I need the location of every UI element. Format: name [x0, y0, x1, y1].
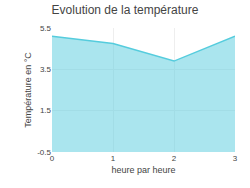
svg-text:3: 3 [233, 154, 238, 163]
svg-text:heure par heure: heure par heure [111, 165, 175, 175]
svg-text:Evolution de la température: Evolution de la température [52, 3, 199, 17]
svg-text:1: 1 [111, 154, 116, 163]
svg-text:Température en °C: Température en °C [23, 52, 33, 128]
svg-text:0: 0 [50, 154, 55, 163]
svg-text:3.5: 3.5 [40, 65, 52, 74]
svg-text:5.5: 5.5 [40, 24, 52, 33]
svg-text:-0.5: -0.5 [37, 148, 51, 157]
svg-text:2: 2 [172, 154, 177, 163]
svg-text:1.5: 1.5 [40, 106, 52, 115]
